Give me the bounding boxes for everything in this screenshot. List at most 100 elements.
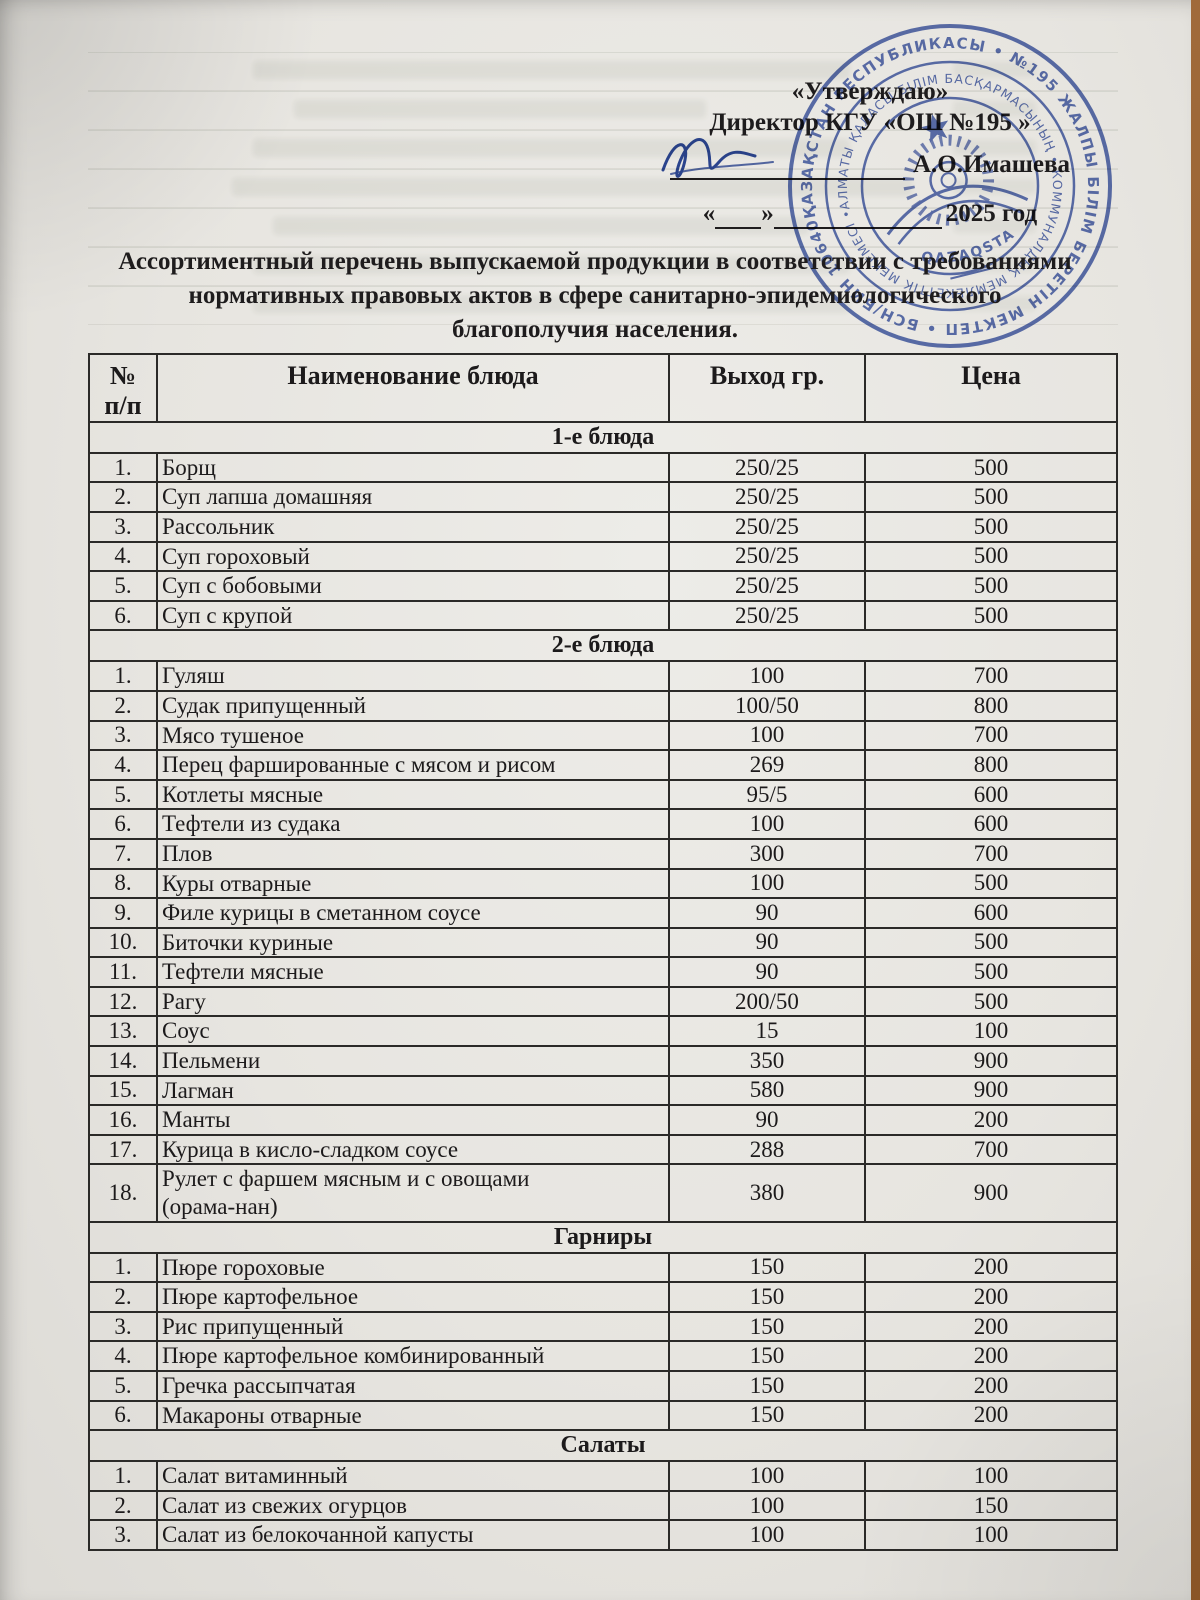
- num-cell: 10.: [88, 926, 158, 959]
- menu-row: 8. Куры отварные 100 500: [88, 867, 1118, 900]
- yield-cell: 380: [668, 1163, 866, 1223]
- menu-table-body: 1-е блюда 1. Борщ 250/25 500 2. Суп лапша дома…: [88, 420, 1118, 1551]
- yield-cell: 150: [668, 1251, 866, 1284]
- name-cell: Суп гороховый: [156, 540, 670, 573]
- title-line: Ассортиментный перечень выпускаемой прод…: [118, 248, 1072, 275]
- name-cell: Рассольник: [156, 510, 670, 543]
- menu-row: 3. Рассольник 250/25 500: [88, 510, 1118, 543]
- name-cell: Плов: [156, 837, 670, 870]
- emblem-rays: [903, 134, 995, 226]
- price-cell: 100: [864, 1015, 1118, 1048]
- num-cell: 3.: [88, 510, 158, 543]
- num-cell: 6.: [88, 599, 158, 632]
- yield-cell: 200/50: [668, 985, 866, 1018]
- menu-row: 16. Манты 90 200: [88, 1104, 1118, 1136]
- num-cell: 4.: [88, 1340, 158, 1372]
- price-cell: 500: [864, 570, 1118, 602]
- num-cell: 2.: [88, 481, 158, 513]
- yield-cell: 100: [668, 660, 866, 692]
- yield-cell: 100: [668, 1460, 866, 1492]
- price-cell: 900: [864, 1045, 1118, 1077]
- name-cell: Судак припущенный: [156, 689, 670, 722]
- price-cell: 700: [864, 660, 1118, 692]
- section-header-row: Салаты: [88, 1429, 1118, 1463]
- num-cell: 9.: [88, 897, 158, 929]
- yield-cell: 90: [668, 956, 866, 988]
- yield-cell: 100: [668, 808, 866, 840]
- num-cell: 1.: [88, 1251, 158, 1284]
- yield-cell: 250/25: [668, 451, 866, 484]
- yield-cell: 350: [668, 1045, 866, 1077]
- price-cell: 200: [864, 1281, 1118, 1313]
- num-cell: 1.: [88, 660, 158, 692]
- num-cell: 11.: [88, 956, 158, 988]
- blank-line: [773, 203, 942, 229]
- menu-row: 7. Плов 300 700: [88, 837, 1118, 870]
- menu-row: 5. Гречка рассыпчатая 150 200: [88, 1370, 1118, 1402]
- director-line: Директор КГУ «ОШ №195 »: [709, 109, 1031, 137]
- name-cell: Пюре гороховые: [156, 1251, 670, 1284]
- section-title: 2-е блюда: [88, 629, 1118, 663]
- num-cell: 13.: [88, 1015, 158, 1048]
- yield-cell: 90: [668, 897, 866, 929]
- yield-cell: 269: [668, 749, 866, 781]
- yield-cell: 100: [668, 867, 866, 900]
- num-cell: 5.: [88, 570, 158, 602]
- menu-row: 13. Соус 15 100: [88, 1015, 1118, 1048]
- num-cell: 6.: [88, 1399, 158, 1432]
- price-cell: 900: [864, 1074, 1118, 1107]
- col-header-name: Наименование блюда: [156, 353, 670, 423]
- num-cell: 2.: [88, 689, 158, 722]
- approval-block: «Утверждаю» Директор КГУ «ОШ №195 » А.О.…: [635, 76, 1105, 229]
- name-cell: Мясо тушеное: [156, 719, 670, 752]
- section-title: 1-е блюда: [88, 420, 1118, 454]
- section-header-row: Гарниры: [88, 1220, 1118, 1254]
- price-cell: 500: [864, 599, 1118, 632]
- name-cell: Перец фаршированные с мясом и рисом: [156, 749, 670, 781]
- menu-row: 11. Тефтели мясные 90 500: [88, 956, 1118, 988]
- name-cell: Суп с бобовыми: [156, 570, 670, 602]
- num-cell: 5.: [88, 778, 158, 811]
- menu-row: 2. Салат из свежих огурцов 100 150: [88, 1489, 1118, 1522]
- col-header-yield: Выход гр.: [668, 353, 866, 423]
- price-cell: 500: [864, 985, 1118, 1018]
- yield-cell: 250/25: [668, 599, 866, 632]
- menu-row: 1. Салат витаминный 100 100: [88, 1460, 1118, 1492]
- yield-cell: 288: [668, 1133, 866, 1166]
- num-cell: 4.: [88, 540, 158, 573]
- quote-close: »: [761, 199, 774, 227]
- menu-row: 3. Салат из белокочанной капусты 100 100: [88, 1519, 1118, 1551]
- yield-cell: 150: [668, 1340, 866, 1372]
- name-cell: Борщ: [156, 451, 670, 484]
- num-cell: 3.: [88, 1310, 158, 1343]
- num-cell: 12.: [88, 985, 158, 1018]
- yield-cell: 150: [668, 1281, 866, 1313]
- price-cell: 500: [864, 926, 1118, 959]
- num-cell: 6.: [88, 808, 158, 840]
- price-cell: 800: [864, 689, 1118, 722]
- yield-cell: 580: [668, 1074, 866, 1107]
- price-cell: 200: [864, 1370, 1118, 1402]
- blank-line: [715, 203, 762, 229]
- emblem-star: [920, 114, 949, 143]
- price-cell: 150: [864, 1489, 1118, 1522]
- num-cell: 18.: [88, 1163, 158, 1223]
- yield-cell: 100: [668, 719, 866, 752]
- num-cell: 2.: [88, 1281, 158, 1313]
- name-cell: Куры отварные: [156, 867, 670, 900]
- name-cell: Манты: [156, 1104, 670, 1136]
- price-cell: 500: [864, 481, 1118, 513]
- table-header-row: № п/п Наименование блюда Выход гр. Цена: [88, 353, 1118, 423]
- menu-row: 4. Пюре картофельное комбинированный 150 20…: [88, 1340, 1118, 1372]
- name-cell: Курица в кисло-сладком соусе: [156, 1133, 670, 1166]
- official-stamp: ҚАЗАҚСТАН РЕСПУБЛИКАСЫ • №195 ЖАЛПЫ БІЛІ…: [741, 0, 1134, 377]
- menu-row: 4. Суп гороховый 250/25 500: [88, 540, 1118, 573]
- emblem-wing: [897, 199, 1024, 245]
- yield-cell: 100: [668, 1489, 866, 1522]
- menu-row: 6. Макароны отварные 150 200: [88, 1399, 1118, 1432]
- num-cell: 8.: [88, 867, 158, 900]
- menu-row: 12. Рагу 200/50 500: [88, 985, 1118, 1018]
- price-cell: 700: [864, 837, 1118, 870]
- num-cell: 5.: [88, 1370, 158, 1402]
